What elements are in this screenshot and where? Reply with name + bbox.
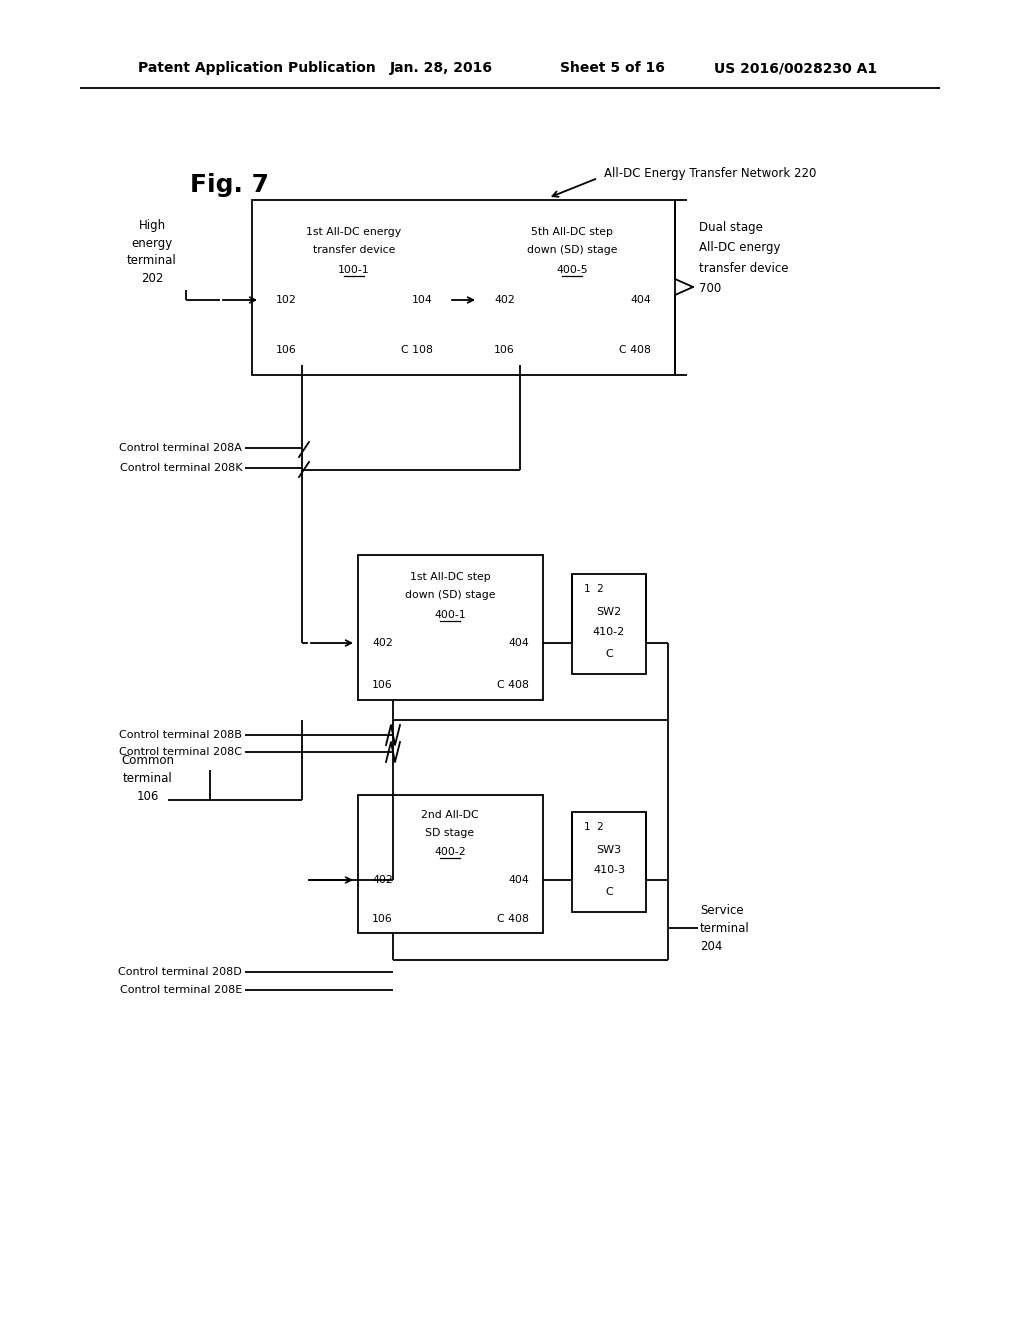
Text: SW2: SW2 [596,607,622,616]
Text: transfer device: transfer device [699,261,788,275]
Bar [262,210,447,366]
Text: SW3: SW3 [596,845,622,855]
Text: 404: 404 [630,294,651,305]
Text: 400-5: 400-5 [556,265,588,275]
Text: 106: 106 [276,345,297,355]
Text: Control terminal 208C: Control terminal 208C [119,747,242,756]
Bar [358,554,543,700]
Text: C 408: C 408 [620,345,651,355]
Text: 410-2: 410-2 [593,627,625,638]
Text: Fig. 7: Fig. 7 [190,173,269,197]
Text: C: C [605,649,613,659]
Text: 5th All-DC step: 5th All-DC step [531,227,613,238]
Text: 404: 404 [508,638,529,648]
Text: Control terminal 208D: Control terminal 208D [118,968,242,977]
Text: 100-1: 100-1 [338,265,370,275]
Text: 204: 204 [700,940,722,953]
Text: C 108: C 108 [401,345,433,355]
Text: down (SD) stage: down (SD) stage [526,246,617,255]
Text: energy: energy [131,236,173,249]
Text: 400-2: 400-2 [434,847,466,857]
Text: All-DC Energy Transfer Network 220: All-DC Energy Transfer Network 220 [604,168,816,181]
Text: 106: 106 [494,345,515,355]
Text: down (SD) stage: down (SD) stage [404,590,496,601]
Text: C: C [605,887,613,898]
Text: terminal: terminal [700,921,750,935]
Text: Control terminal 208B: Control terminal 208B [119,730,242,741]
Text: Service: Service [700,903,743,916]
Text: 106: 106 [372,913,393,924]
Text: US 2016/0028230 A1: US 2016/0028230 A1 [714,61,878,75]
Text: SD stage: SD stage [425,828,474,838]
Bar [252,201,675,375]
Text: 202: 202 [141,272,163,285]
Text: Dual stage: Dual stage [699,222,763,235]
Text: 410-3: 410-3 [593,865,625,875]
Text: Control terminal 208K: Control terminal 208K [120,463,242,473]
Text: C 408: C 408 [497,680,529,690]
Text: 1st All-DC energy: 1st All-DC energy [306,227,401,238]
Bar [480,210,665,366]
Text: 1  2: 1 2 [584,583,604,594]
Text: C 408: C 408 [497,913,529,924]
Text: Sheet 5 of 16: Sheet 5 of 16 [560,61,665,75]
Text: Jan. 28, 2016: Jan. 28, 2016 [390,61,493,75]
Text: Common: Common [122,754,174,767]
Bar [358,795,543,933]
Text: terminal: terminal [123,771,173,784]
Text: 102: 102 [276,294,297,305]
Text: 402: 402 [372,875,393,884]
Text: Control terminal 208A: Control terminal 208A [119,444,242,453]
Bar [572,574,646,675]
Text: 402: 402 [494,294,515,305]
Text: 104: 104 [413,294,433,305]
Text: All-DC energy: All-DC energy [699,242,780,255]
Text: 400-1: 400-1 [434,610,466,620]
Text: terminal: terminal [127,255,177,268]
Bar [572,812,646,912]
Text: 106: 106 [137,789,159,803]
Text: 700: 700 [699,281,721,294]
Text: 2nd All-DC: 2nd All-DC [421,810,479,820]
Text: Patent Application Publication: Patent Application Publication [138,61,376,75]
Text: 404: 404 [508,875,529,884]
Text: transfer device: transfer device [312,246,395,255]
Text: Control terminal 208E: Control terminal 208E [120,985,242,995]
Text: 106: 106 [372,680,393,690]
Text: 1  2: 1 2 [584,822,604,832]
Text: 402: 402 [372,638,393,648]
Text: High: High [138,219,166,231]
Text: 1st All-DC step: 1st All-DC step [410,572,490,582]
